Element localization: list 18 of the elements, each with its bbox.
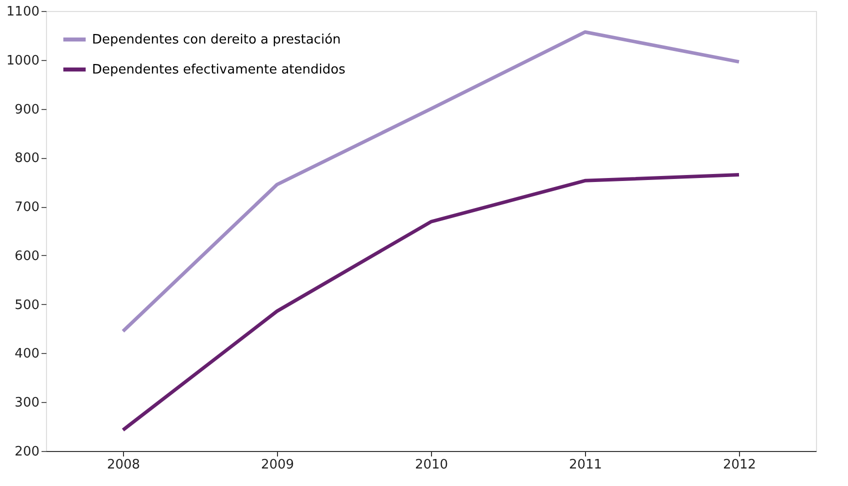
line-series bbox=[121, 173, 741, 432]
y-tick-label: 400 bbox=[14, 346, 40, 362]
x-tick-label: 2011 bbox=[568, 458, 602, 472]
y-tick-label: 500 bbox=[14, 298, 40, 313]
x-tick-label: 2010 bbox=[414, 458, 448, 472]
y-tick-label: 1000 bbox=[6, 53, 40, 68]
y-tick-label: 600 bbox=[14, 248, 40, 264]
y-tick-label: 300 bbox=[14, 396, 40, 411]
y-tick-label: 200 bbox=[14, 444, 40, 460]
y-tick-label: 800 bbox=[14, 151, 40, 166]
x-tick-label: 2009 bbox=[260, 458, 294, 472]
x-tick-label: 2008 bbox=[106, 458, 140, 472]
y-tick-label: 900 bbox=[14, 102, 40, 118]
y-tick-label: 700 bbox=[14, 200, 40, 216]
legend-label: Dependentes con dereito a prestación bbox=[92, 32, 341, 48]
y-tick-label: 1100 bbox=[6, 4, 40, 20]
legend-label: Dependentes efectivamente atendidos bbox=[92, 62, 346, 78]
x-tick-label: 2012 bbox=[722, 458, 756, 472]
